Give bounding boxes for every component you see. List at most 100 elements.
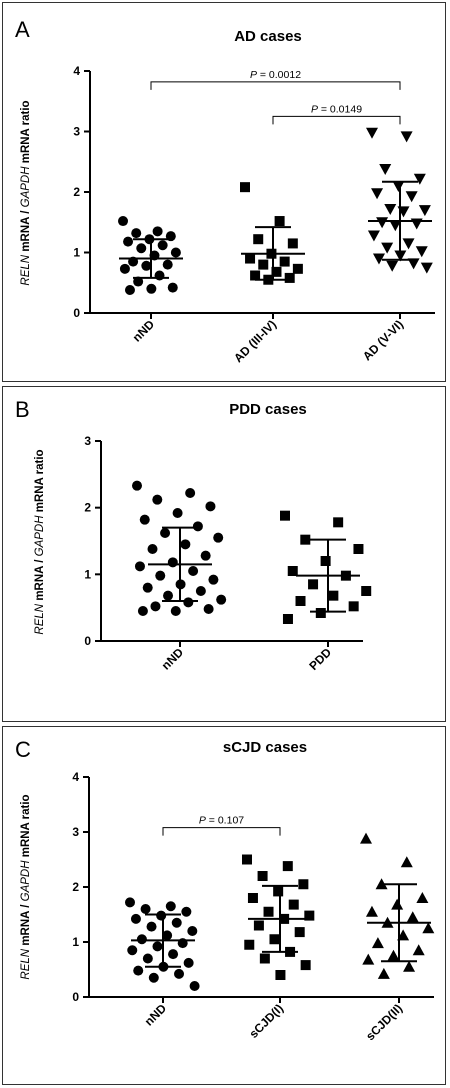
y-axis-label-part: RELN — [34, 603, 46, 634]
data-point — [136, 243, 146, 253]
data-point — [285, 273, 295, 283]
data-point — [171, 606, 181, 616]
data-point — [138, 606, 148, 616]
y-tick-label: 4 — [72, 770, 79, 784]
data-point — [378, 968, 390, 979]
data-point — [133, 966, 143, 976]
x-tick-label: sCJD(I) — [247, 1001, 287, 1041]
data-point — [201, 551, 211, 561]
data-point — [254, 921, 264, 931]
data-point — [171, 248, 181, 258]
y-tick-label: 2 — [84, 501, 91, 515]
y-tick-label: 3 — [84, 434, 91, 448]
data-point — [301, 960, 311, 970]
data-point — [163, 591, 173, 601]
data-point — [155, 571, 165, 581]
panel-letter: B — [15, 397, 30, 422]
data-point — [403, 238, 415, 249]
data-point — [118, 216, 128, 226]
x-tick-label: PDD — [306, 645, 334, 673]
data-point — [248, 893, 258, 903]
data-point — [143, 583, 153, 593]
y-axis-label-part: mRNA ratio — [20, 100, 32, 166]
data-point — [293, 264, 303, 274]
data-point — [413, 944, 425, 955]
y-axis-label-part: mRNA / — [20, 901, 32, 949]
data-point — [135, 561, 145, 571]
y-tick-label: 0 — [72, 990, 79, 1004]
data-point — [127, 945, 137, 955]
data-point — [421, 263, 433, 274]
data-point — [386, 261, 398, 272]
data-point — [168, 557, 178, 567]
data-point — [168, 283, 178, 293]
data-point — [401, 856, 413, 867]
data-point — [242, 855, 252, 865]
data-point — [146, 284, 156, 294]
y-tick-label: 3 — [72, 825, 79, 839]
data-point — [258, 260, 268, 270]
data-point — [362, 954, 374, 965]
data-point — [125, 897, 135, 907]
y-axis-label-part: mRNA / — [34, 556, 46, 604]
y-tick-label: 3 — [73, 125, 80, 139]
data-point — [155, 270, 165, 280]
data-point — [131, 914, 141, 924]
data-point — [131, 228, 141, 238]
data-point — [353, 544, 363, 554]
data-point — [273, 886, 283, 896]
data-point — [283, 861, 293, 871]
data-point — [149, 973, 159, 983]
data-point — [173, 508, 183, 518]
data-point — [288, 238, 298, 248]
data-point — [401, 131, 413, 142]
y-axis-label: RELN mRNA / GAPDH mRNA ratio — [20, 794, 32, 979]
y-tick-label: 0 — [73, 306, 80, 320]
data-point — [244, 940, 254, 950]
significance-bracket — [151, 82, 400, 90]
data-point — [120, 264, 130, 274]
y-tick-label: 0 — [84, 634, 91, 648]
data-point — [181, 907, 191, 917]
data-point — [158, 240, 168, 250]
data-point — [391, 899, 403, 910]
data-point — [184, 958, 194, 968]
panel-b: B PDD cases RELN mRNA / GAPDH mRNA ratio 0 1… — [2, 386, 446, 722]
y-axis-label-part: mRNA ratio — [34, 449, 46, 515]
data-point — [172, 918, 182, 928]
data-point — [168, 949, 178, 959]
data-point — [213, 533, 223, 543]
data-point — [132, 481, 142, 491]
data-point — [174, 969, 184, 979]
data-point — [150, 601, 160, 611]
p-value-label-part: P — [311, 103, 318, 115]
data-point — [366, 906, 378, 917]
data-point — [147, 922, 157, 932]
x-tick-label: AD (V-VI) — [360, 317, 406, 363]
data-point — [422, 922, 434, 933]
data-point — [387, 950, 399, 961]
y-tick-label: 1 — [84, 567, 91, 581]
y-axis-label-part: GAPDH — [34, 515, 46, 557]
data-point — [264, 907, 274, 917]
data-point — [143, 954, 153, 964]
y-tick-label: 1 — [73, 246, 80, 260]
data-point — [349, 601, 359, 611]
chart-a: A AD casesRELN mRNA / GAPDH mRNA ratio012… — [3, 3, 445, 381]
x-tick-label: nND — [142, 1001, 170, 1029]
data-point — [321, 556, 331, 566]
data-point — [125, 285, 135, 295]
significance-bracket — [163, 828, 280, 836]
data-point — [187, 926, 197, 936]
data-point — [163, 260, 173, 270]
data-point — [280, 257, 290, 267]
panel-a: A AD cases RELN mRNA / GAPDH mRNA ratio 0 1 2… — [2, 2, 446, 382]
p-value-label: P = 0.0149 — [311, 103, 362, 115]
significance-bracket — [273, 116, 400, 124]
y-axis-label-part: GAPDH — [20, 860, 32, 902]
data-point — [140, 515, 150, 525]
data-point — [419, 205, 431, 216]
series-group — [118, 216, 181, 295]
data-point — [148, 544, 158, 554]
